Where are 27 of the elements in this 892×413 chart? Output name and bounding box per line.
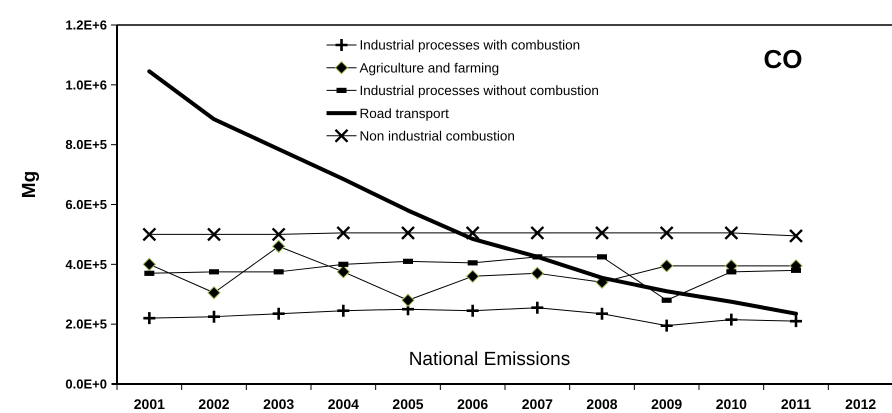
text: CO: [764, 44, 802, 74]
x-tick-label: 2007: [522, 396, 554, 412]
y-tick-label: 6.0E+5: [65, 197, 107, 212]
legend-label: Industrial processes with combustion: [360, 38, 580, 53]
legend-label: Industrial processes without combustion: [360, 83, 599, 98]
x-tick-label: 2001: [134, 396, 166, 412]
y-tick-label: 1.0E+6: [65, 77, 107, 92]
x-tick-label: 2010: [716, 396, 748, 412]
x-tick-label: 2005: [392, 396, 424, 412]
y-axis-title: Mg: [19, 170, 40, 198]
x-tick-label: 2009: [651, 396, 682, 412]
y-tick-label: 8.0E+5: [65, 137, 107, 152]
x-tick-label: 2008: [586, 396, 618, 412]
y-tick-label: 2.0E+5: [65, 316, 107, 332]
x-tick-label: 2003: [263, 396, 294, 412]
y-tick-label: 0.0E+0: [65, 376, 107, 392]
x-tick-label: 2002: [198, 396, 230, 412]
y-tick-label: 1.2E+6: [65, 18, 107, 33]
legend-label: Road transport: [360, 106, 450, 121]
legend-label: Non industrial combustion: [360, 128, 515, 144]
x-tick-label: 2006: [457, 396, 488, 412]
x-tick-label: 2012: [845, 396, 876, 412]
legend-label: Agriculture and farming: [360, 60, 500, 76]
y-tick-label: 4.0E+5: [65, 256, 107, 272]
x-tick-label: 2011: [780, 396, 812, 412]
annotation: National Emissions: [408, 349, 570, 370]
x-tick-label: 2004: [328, 396, 360, 412]
